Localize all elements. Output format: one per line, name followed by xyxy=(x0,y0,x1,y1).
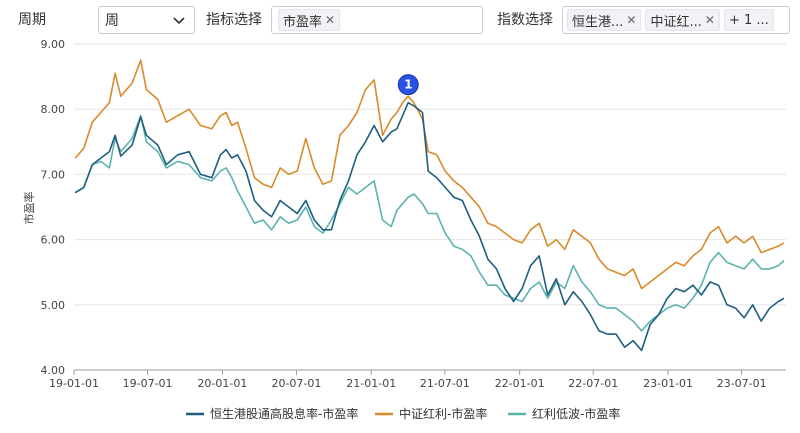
x-tick-label: 22-07-01 xyxy=(568,377,618,390)
indicator-select[interactable]: 市盈率 ✕ xyxy=(271,6,483,34)
index-more-tag[interactable]: + 1 ... xyxy=(723,9,774,31)
index-label: 指数选择 xyxy=(497,12,553,28)
marker-pin-icon xyxy=(397,74,419,96)
period-select-value: 周 xyxy=(105,13,119,29)
y-tick-label: 5.00 xyxy=(41,299,66,312)
y-tick-label: 7.00 xyxy=(41,168,66,181)
x-tick-label: 19-01-01 xyxy=(49,377,99,390)
chevron-down-icon xyxy=(173,17,185,25)
x-tick-label: 21-07-01 xyxy=(420,377,470,390)
marker-label: 1 xyxy=(404,78,412,92)
index-more-label: + 1 ... xyxy=(728,12,769,28)
index-tag-label: 中证红... xyxy=(650,14,702,30)
close-icon[interactable]: ✕ xyxy=(325,13,336,27)
period-select[interactable]: 周 xyxy=(98,6,195,34)
y-tick-label: 4.00 xyxy=(41,364,66,377)
x-tick-label: 22-01-01 xyxy=(495,377,545,390)
y-axis-label: 市盈率 xyxy=(22,192,36,225)
data-marker[interactable]: 1 xyxy=(397,74,419,96)
indicator-label: 指标选择 xyxy=(206,12,262,28)
y-tick-label: 6.00 xyxy=(41,234,66,247)
legend-label: 中证红利-市盈率 xyxy=(399,406,487,421)
legend-label: 恒生港股通高股息率-市盈率 xyxy=(210,406,358,421)
series-line xyxy=(74,101,785,352)
x-tick-label: 23-01-01 xyxy=(643,377,693,390)
index-tag: 恒生港... ✕ xyxy=(567,9,642,31)
period-label: 周期 xyxy=(18,12,46,28)
close-icon[interactable]: ✕ xyxy=(704,13,715,27)
index-tag-label: 恒生港... xyxy=(572,14,624,30)
indicator-tag: 市盈率 ✕ xyxy=(278,9,341,31)
x-tick-label: 21-01-01 xyxy=(346,377,396,390)
indicator-tag-label: 市盈率 xyxy=(283,14,323,30)
close-icon[interactable]: ✕ xyxy=(626,13,637,27)
x-tick-label: 23-07-01 xyxy=(717,377,767,390)
legend-label: 红利低波-市盈率 xyxy=(532,406,620,421)
x-tick-label: 20-01-01 xyxy=(197,377,247,390)
x-tick-label: 19-07-01 xyxy=(123,377,173,390)
x-tick-label: 20-07-01 xyxy=(271,377,321,390)
y-tick-label: 9.00 xyxy=(41,38,66,51)
index-select[interactable]: 恒生港... ✕ 中证红... ✕ + 1 ... xyxy=(562,6,790,34)
y-tick-label: 8.00 xyxy=(41,103,66,116)
legend: 恒生港股通高股息率-市盈率 中证红利-市盈率 红利低波-市盈率 xyxy=(186,406,620,421)
index-tag: 中证红... ✕ xyxy=(645,9,720,31)
series-line xyxy=(74,114,785,332)
